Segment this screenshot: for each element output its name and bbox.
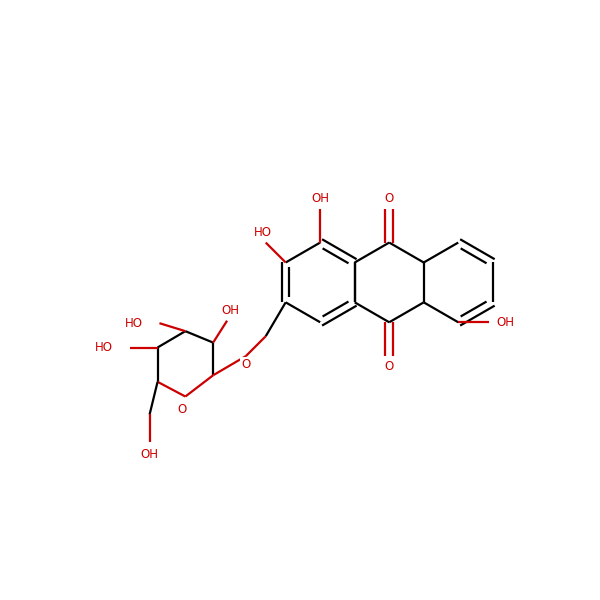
Text: HO: HO <box>95 341 113 354</box>
Text: OH: OH <box>496 316 514 329</box>
Text: HO: HO <box>254 226 272 239</box>
Text: HO: HO <box>125 317 143 329</box>
Text: O: O <box>241 358 250 371</box>
Text: OH: OH <box>221 304 239 317</box>
Text: OH: OH <box>311 191 329 205</box>
Text: O: O <box>385 191 394 205</box>
Text: O: O <box>178 403 187 416</box>
Text: O: O <box>385 360 394 373</box>
Text: OH: OH <box>140 448 158 461</box>
